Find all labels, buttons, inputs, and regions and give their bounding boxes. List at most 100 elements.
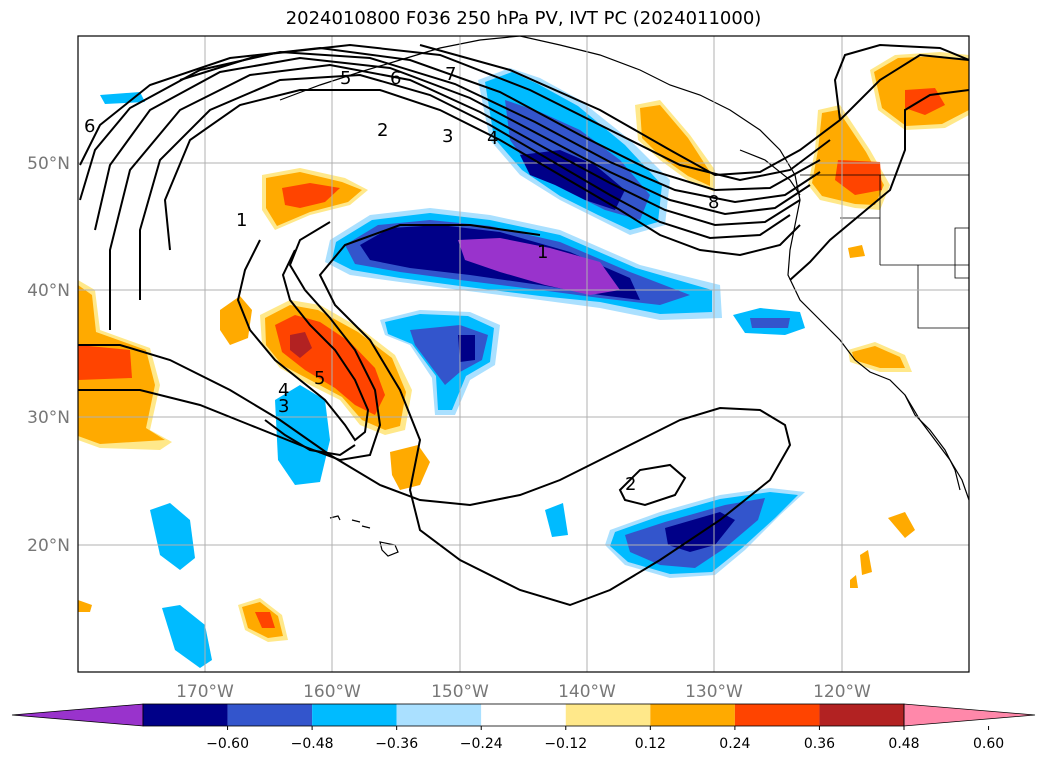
pv-contour-east xyxy=(789,43,969,281)
colorbar-segment xyxy=(734,704,820,726)
colorbar-segment xyxy=(819,704,904,726)
colorbar-segment xyxy=(227,704,313,726)
state-borders xyxy=(840,175,969,329)
alaska-coast xyxy=(279,36,521,101)
colorbar-tick-label: 0.36 xyxy=(804,736,835,752)
lat-label-50: 50°N xyxy=(27,154,70,174)
colorbar-segment xyxy=(481,704,566,726)
borders xyxy=(800,174,969,329)
lon-label-140: 140°W xyxy=(558,682,616,702)
hawaii-islands xyxy=(329,515,399,557)
colorbar-extend-high xyxy=(903,703,1036,727)
colorbar: −0.60 −0.48 −0.36 −0.24 −0.12 0.12 0.24 0.36 0.4… xyxy=(11,703,1036,752)
warm-blob-se3 xyxy=(850,575,858,588)
lat-label-40: 40°N xyxy=(27,281,70,301)
colorbar-tick-label: −0.24 xyxy=(460,736,503,752)
pv-contour-6 xyxy=(79,46,821,192)
colorbar-tick-label: 0.60 xyxy=(973,736,1004,752)
colorbar-border xyxy=(142,703,905,727)
contour-label-4b: 4 xyxy=(278,380,289,401)
pv-contour-trough-3 xyxy=(236,239,370,442)
colorbar-tick-label: 0.24 xyxy=(719,736,750,752)
lon-label-170: 170°W xyxy=(176,682,234,702)
blue-band-north-navy xyxy=(520,150,625,210)
blue-blob-mid-navy xyxy=(458,335,475,362)
warm-blob-se xyxy=(888,512,915,538)
pv-contour-3 xyxy=(109,63,801,330)
lon-label-150: 150°W xyxy=(431,682,489,702)
pv-contours xyxy=(78,43,969,607)
contour-label-2b: 2 xyxy=(625,474,636,495)
contour-label-3: 3 xyxy=(442,126,453,147)
blue-blob-small xyxy=(545,503,568,537)
blue-blob-sw xyxy=(150,503,195,570)
colorbar-tick-label: −0.60 xyxy=(206,736,249,752)
contour-label-5b: 5 xyxy=(314,368,325,389)
lon-label-120: 120°W xyxy=(813,682,871,702)
colorbar-tick-label: 0.48 xyxy=(888,736,919,752)
contour-label-6: 6 xyxy=(390,68,401,89)
warm-blob-se2 xyxy=(860,550,872,575)
contour-label-7: 7 xyxy=(445,64,456,85)
gridlines xyxy=(78,36,969,672)
colorbar-segment xyxy=(396,704,482,726)
pv-contour-4 xyxy=(94,56,811,231)
contour-label-8: 8 xyxy=(708,192,719,213)
colorbar-segment xyxy=(565,704,651,726)
warm-blob-west-edge xyxy=(78,600,92,612)
negative-anomalies xyxy=(100,68,805,668)
contour-label-4: 4 xyxy=(487,128,498,149)
colorbar-extend-low xyxy=(11,703,144,727)
colorbar-tick-label: −0.48 xyxy=(291,736,334,752)
map-title: 2024010800 F036 250 hPa PV, IVT PC (2024… xyxy=(285,8,762,29)
lat-label-30: 30°N xyxy=(27,408,70,428)
contour-label-1: 1 xyxy=(236,210,247,231)
baja-coast xyxy=(904,394,961,491)
blue-band-central-purple xyxy=(458,238,620,295)
pv-contour-trough-2 xyxy=(78,221,382,462)
pv-contour-7 xyxy=(179,43,831,182)
blue-blob-sw2 xyxy=(162,605,212,668)
pv-contour-8 xyxy=(419,44,969,177)
colorbar-tick-label: −0.36 xyxy=(375,736,418,752)
contour-label-3b: 3 xyxy=(278,396,289,417)
north-america-coast xyxy=(519,36,969,501)
colorbar-tick-label: −0.12 xyxy=(544,736,587,752)
contour-label-6b: 6 xyxy=(84,116,95,137)
warm-blob-center-dark xyxy=(290,332,312,358)
warm-blob-alaska-orange xyxy=(640,105,710,186)
pv-contour-2 xyxy=(139,73,791,300)
colorbar-tick-label: 0.12 xyxy=(635,736,666,752)
warm-blob-small-b xyxy=(390,445,430,490)
pv-contour-trough-4 xyxy=(264,419,356,457)
lat-label-20: 20°N xyxy=(27,536,70,556)
pv-contour-trough-1 xyxy=(78,224,792,607)
contour-label-2: 2 xyxy=(377,120,388,141)
warm-blob-calif-orange xyxy=(852,346,905,368)
pv-contour-1 xyxy=(163,89,801,257)
blue-blob-east-blue xyxy=(750,318,790,328)
warm-blob-small-a xyxy=(220,296,252,345)
warm-blob-north-red xyxy=(282,183,340,208)
lon-label-160: 160°W xyxy=(303,682,361,702)
colorbar-segment xyxy=(143,704,228,726)
warm-blob-sw-red xyxy=(255,612,275,628)
pv-contour-5 xyxy=(79,50,821,204)
blue-blob-nw xyxy=(100,92,145,104)
lon-label-130: 130°W xyxy=(685,682,743,702)
colorbar-segment xyxy=(650,704,735,726)
contour-label-5: 5 xyxy=(340,68,351,89)
pv-contour-2-small xyxy=(618,463,687,507)
warm-blob-west-red xyxy=(78,345,132,380)
warm-blob-coast-red xyxy=(835,160,882,195)
warm-blob-850 xyxy=(848,245,865,258)
coastlines xyxy=(279,36,969,557)
colorbar-segment xyxy=(312,704,397,726)
latitude-labels: 50°N 40°N 30°N 20°N xyxy=(27,154,70,556)
contour-label-1b: 1 xyxy=(537,242,548,263)
longitude-labels: 170°W 160°W 150°W 140°W 130°W 120°W xyxy=(176,682,871,702)
filled-anomalies: 1 2 3 4 5 6 7 8 1 3 4 5 6 2 xyxy=(78,36,969,672)
plot-border xyxy=(77,35,970,673)
contour-labels: 1 2 3 4 5 6 7 8 1 3 4 5 6 2 xyxy=(84,64,719,495)
